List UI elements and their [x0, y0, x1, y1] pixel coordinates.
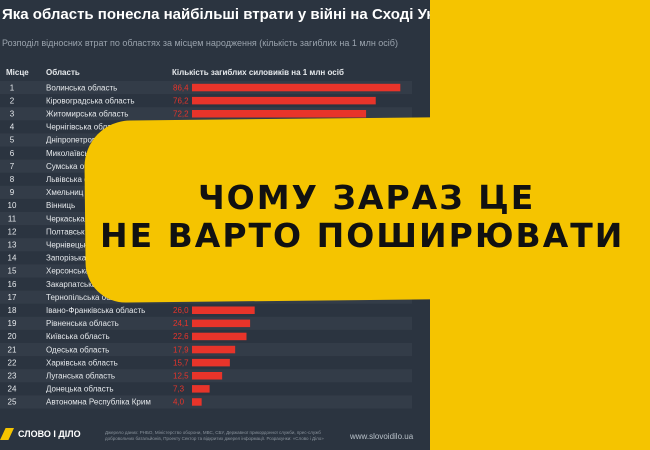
bar	[192, 385, 210, 393]
logo-text: СЛОВО І ДІЛО	[18, 429, 81, 439]
bar	[192, 398, 202, 406]
rank-label: 8	[10, 175, 15, 184]
category-label: Донецька область	[46, 385, 114, 394]
logo: СЛОВО І ДІЛО	[0, 428, 81, 440]
category-label: Київська область	[46, 332, 110, 341]
category-label: Автономна Республіка Крим	[46, 398, 151, 407]
category-label: Волинська область	[46, 83, 117, 92]
rank-label: 14	[8, 254, 17, 263]
rank-label: 9	[10, 188, 15, 197]
chart-subtitle: Розподіл відносних втрат по областях за …	[2, 38, 398, 48]
rank-label: 21	[8, 345, 17, 354]
rank-label: 4	[10, 123, 15, 132]
data-label: 72,2	[173, 110, 189, 119]
rank-label: 18	[8, 306, 17, 315]
data-label: 7,3	[173, 385, 185, 394]
row-stripe	[0, 395, 412, 409]
rank-label: 22	[8, 358, 17, 367]
data-label: 4,0	[173, 398, 185, 407]
rank-label: 10	[8, 201, 17, 210]
category-label: Кіровоградська область	[46, 96, 135, 105]
category-label: Львівська обл	[46, 175, 98, 184]
data-label: 17,9	[173, 345, 189, 354]
data-label: 76,2	[173, 96, 189, 105]
category-label: Івано-Франківська область	[46, 306, 145, 315]
category-label: Одеська область	[46, 345, 109, 354]
data-label: 12,5	[173, 372, 189, 381]
category-label: Закарпатська о	[46, 280, 104, 289]
category-label: Житомирська область	[46, 110, 128, 119]
data-label: 22,6	[173, 332, 189, 341]
category-label: Черкаська	[46, 214, 85, 223]
category-label: Сумська облас	[46, 162, 102, 171]
bar	[192, 345, 236, 354]
banner-headline-line-2: НЕ ВАРТО ПОШИРЮВАТИ	[100, 216, 625, 255]
rank-label: 6	[10, 149, 15, 158]
category-label: Тернопільська область	[46, 293, 131, 302]
rank-label: 1	[10, 83, 15, 92]
bar	[192, 83, 401, 92]
rank-label: 15	[8, 267, 17, 276]
data-label: 15,7	[173, 358, 189, 367]
bar	[192, 306, 255, 314]
chart-title: Яка область понесла найбільші втрати у в…	[2, 6, 430, 23]
banner-headline-line-1: ЧОМУ ЗАРАЗ ЦЕ	[198, 178, 536, 217]
rank-label: 19	[8, 319, 17, 328]
rank-label: 7	[10, 162, 15, 171]
data-label: 24,1	[173, 319, 189, 328]
rank-label: 24	[8, 385, 17, 394]
rank-label: 16	[8, 280, 17, 289]
category-label: Хмельниц	[46, 188, 84, 197]
rank-label: 17	[8, 293, 17, 302]
bar	[192, 96, 376, 105]
rank-label: 2	[10, 96, 15, 105]
bar	[192, 372, 223, 380]
rank-label: 3	[10, 110, 15, 119]
rank-label: 25	[8, 398, 17, 407]
rank-label: 12	[8, 227, 17, 236]
column-header-rank: Місце	[6, 68, 29, 77]
category-label: Харківська область	[46, 358, 118, 367]
logo-mark-icon	[0, 428, 14, 440]
category-label: Полтавськ	[46, 227, 85, 236]
category-label: Луганська область	[46, 372, 115, 381]
rank-label: 23	[8, 372, 17, 381]
data-label: 26,0	[173, 306, 189, 315]
category-label: Чернігівська область	[46, 123, 123, 132]
source-note: Джерело даних: РНБО, Міністерство оборон…	[105, 430, 324, 441]
category-label: Рівненська область	[46, 319, 119, 328]
source-url: www.slovoidilo.ua	[350, 432, 414, 441]
bar	[192, 332, 247, 341]
bar	[192, 110, 367, 118]
category-label: Вінниць	[46, 201, 75, 210]
category-label: Чернівецька	[46, 241, 92, 250]
rank-label: 5	[10, 136, 15, 145]
column-header-value: Кількість загиблих силовиків на 1 млн ос…	[172, 68, 344, 77]
rank-label: 20	[8, 332, 17, 341]
category-label: Херсонська о	[46, 267, 97, 276]
rank-label: 13	[8, 241, 17, 250]
rank-label: 11	[8, 214, 17, 223]
bar	[192, 319, 251, 328]
column-header-region: Область	[46, 68, 80, 77]
data-label: 86,4	[173, 83, 189, 92]
category-label: Запорізька о	[46, 254, 93, 263]
bar	[192, 358, 230, 367]
